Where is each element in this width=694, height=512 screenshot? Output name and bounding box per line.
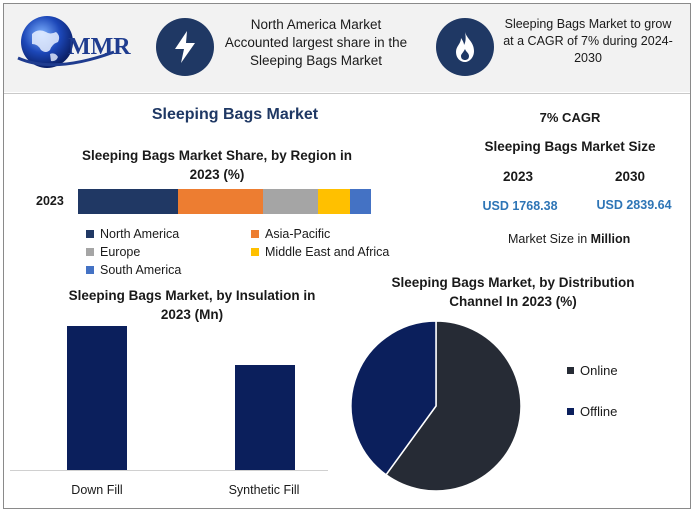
x-tick-synthetic-fill: Synthetic Fill xyxy=(228,483,300,497)
kpi-year-2023: 2023 xyxy=(502,169,534,184)
cagr-label: 7% CAGR xyxy=(539,110,601,125)
legend-europe: Europe xyxy=(86,245,140,259)
bar-synthetic-fill xyxy=(235,364,295,470)
legend-swatch xyxy=(86,266,94,274)
legend-swatch xyxy=(251,248,259,256)
legend-swatch xyxy=(86,248,94,256)
channel-pie-chart xyxy=(350,320,522,492)
header-banner: MMR North America Market Accounted large… xyxy=(4,4,690,92)
legend-south-america: South America xyxy=(86,263,181,277)
legend-mea: Middle East and Africa xyxy=(251,245,389,259)
region-stacked-bar xyxy=(78,189,371,214)
insulation-chart-title: Sleeping Bags Market, by Insulation in 2… xyxy=(68,288,316,322)
legend-swatch xyxy=(251,230,259,238)
header-divider xyxy=(4,93,690,94)
pie-slice-online xyxy=(384,320,522,492)
legend-asia-pacific: Asia-Pacific xyxy=(251,227,330,241)
bar-down-fill xyxy=(67,326,127,470)
region-chart-title: Sleeping Bags Market Share, by Region in… xyxy=(81,148,353,182)
pie-legend-online: Online xyxy=(567,363,618,378)
legend-swatch xyxy=(86,230,94,238)
market-size-unit-note: Market Size in Million xyxy=(508,232,631,246)
lightning-icon xyxy=(156,18,214,76)
main-title: Sleeping Bags Market xyxy=(151,106,319,123)
x-tick-down-fill: Down Fill xyxy=(71,483,123,497)
pie-slice-offline xyxy=(350,320,437,476)
legend-swatch xyxy=(567,408,574,415)
pie-legend-offline: Offline xyxy=(567,404,617,419)
mmr-logo xyxy=(17,16,115,68)
stack-segment-south-america xyxy=(350,189,371,214)
stack-segment-europe xyxy=(262,189,319,214)
header-right-text: Sleeping Bags Market to grow at a CAGR o… xyxy=(503,17,673,65)
stack-segment-asia-pacific xyxy=(177,189,263,214)
kpi-year-2030: 2030 xyxy=(614,169,646,184)
legend-north-america: North America xyxy=(86,227,179,241)
infographic-frame xyxy=(3,3,691,509)
stack-segment-north-america xyxy=(78,189,178,214)
kpi-value-2023: USD 1768.38 xyxy=(482,199,558,213)
region-chart-category-label: 2023 xyxy=(36,194,64,208)
x-axis-line xyxy=(10,470,328,471)
header-left-text: North America Market Accounted largest s… xyxy=(224,17,408,68)
legend-swatch xyxy=(567,367,574,374)
flame-icon xyxy=(436,18,494,76)
stack-segment-middle-east-and-africa xyxy=(318,189,351,214)
market-size-title: Sleeping Bags Market Size xyxy=(484,139,656,154)
channel-chart-title: Sleeping Bags Market, by Distribution Ch… xyxy=(391,275,635,309)
kpi-value-2030: USD 2839.64 xyxy=(596,198,672,212)
logo-text: MMR xyxy=(68,34,131,60)
